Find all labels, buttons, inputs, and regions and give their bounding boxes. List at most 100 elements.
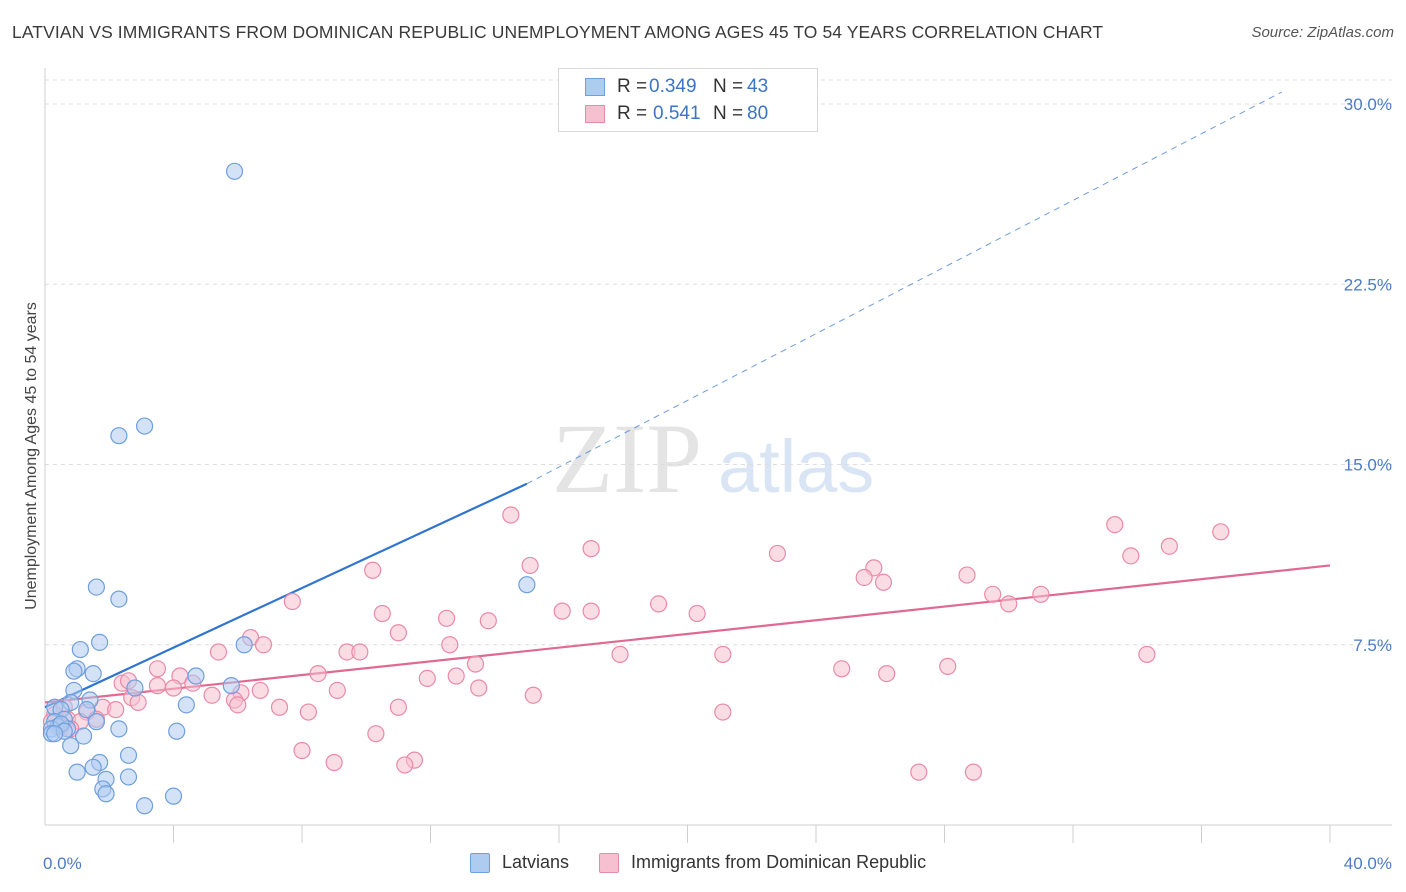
point-latvians — [135, 797, 154, 815]
legend-n-value: 43 — [747, 76, 769, 97]
point-dominican — [984, 585, 1002, 603]
point-dominican — [479, 612, 497, 630]
y-tick-label: 7.5% — [1353, 636, 1392, 655]
chart-title: LATVIAN VS IMMIGRANTS FROM DOMINICAN REP… — [12, 22, 1104, 42]
point-dominican — [229, 696, 247, 714]
point-dominican — [582, 540, 600, 558]
trendline-latvians-extension — [526, 91, 1283, 485]
x-tick-label: 0.0% — [43, 854, 82, 873]
legend-r-label: R = — [617, 103, 648, 124]
watermark-atlas: atlas — [718, 425, 874, 508]
legend-n-label: N = — [713, 103, 744, 124]
legend-swatch-dominican — [585, 105, 605, 123]
point-latvians — [84, 664, 102, 683]
point-latvians — [65, 662, 83, 680]
point-dominican — [1160, 537, 1178, 555]
point-dominican — [373, 604, 391, 623]
series-label-latvians: Latvians — [502, 852, 570, 872]
point-dominican — [688, 604, 706, 623]
point-latvians — [71, 640, 89, 659]
point-latvians — [119, 746, 138, 764]
point-latvians — [84, 758, 102, 776]
legend-row-latvians: R = 0.349 N = 43 — [585, 75, 768, 99]
point-latvians — [68, 763, 86, 781]
point-latvians — [46, 725, 64, 743]
point-dominican — [1138, 645, 1156, 663]
point-latvians — [87, 578, 106, 596]
legend-swatch-latvians — [585, 78, 605, 96]
point-dominican — [299, 703, 318, 721]
point-dominican — [958, 566, 976, 584]
point-dominican — [447, 667, 465, 685]
point-dominican — [389, 624, 407, 642]
point-dominican — [328, 681, 346, 700]
legend-r-value: 0.541 — [653, 103, 701, 124]
point-dominican — [855, 568, 873, 587]
legend-r-label: R = — [617, 76, 648, 97]
point-dominican — [874, 573, 893, 591]
series-swatch-dominican — [599, 852, 620, 873]
point-latvians — [235, 636, 253, 654]
point-dominican — [524, 686, 542, 704]
point-latvians — [97, 785, 115, 803]
stats-legend: R = 0.349 N = 43 R = 0.541 N = 80 — [558, 68, 818, 132]
point-latvians — [110, 427, 128, 445]
point-dominican — [364, 561, 382, 579]
point-dominican — [209, 643, 228, 661]
point-dominican — [325, 753, 343, 772]
point-dominican — [939, 657, 957, 675]
point-dominican — [148, 660, 167, 678]
legend-row-dominican: R = 0.541 N = 80 — [585, 102, 768, 126]
source-label: Source: ZipAtlas.com — [1251, 24, 1394, 41]
legend-n-value: 80 — [747, 103, 769, 124]
point-dominican — [1000, 595, 1018, 613]
point-dominican — [389, 698, 407, 716]
point-latvians — [62, 737, 80, 755]
point-latvians — [91, 633, 109, 651]
watermark: ZIP atlas — [552, 403, 874, 514]
series-swatch-latvians — [470, 852, 490, 873]
point-dominican — [107, 701, 125, 719]
point-dominican — [611, 645, 629, 663]
point-dominican — [878, 664, 896, 683]
point-dominican — [251, 681, 269, 700]
point-latvians — [164, 787, 183, 805]
point-dominican — [1106, 515, 1124, 534]
point-dominican — [714, 703, 732, 721]
point-latvians — [168, 722, 186, 740]
point-dominican — [283, 592, 301, 611]
point-dominican — [418, 669, 436, 688]
point-dominican — [502, 506, 520, 524]
point-latvians — [177, 696, 195, 714]
trendline-dominican — [44, 564, 1331, 704]
point-dominican — [470, 679, 488, 697]
point-dominican — [649, 595, 668, 613]
point-dominican — [1212, 523, 1230, 541]
point-dominican — [367, 725, 385, 743]
point-dominican — [437, 609, 456, 627]
point-dominican — [396, 756, 414, 774]
point-latvians — [187, 667, 205, 685]
point-dominican — [309, 664, 327, 683]
point-dominican — [1032, 585, 1050, 603]
y-axis-label: Unemployment Among Ages 45 to 54 years — [23, 302, 40, 610]
point-latvians — [222, 677, 240, 695]
point-latvians — [87, 713, 106, 731]
series-legend-latvians: Latvians — [470, 852, 569, 873]
point-dominican — [521, 556, 539, 575]
point-latvians — [110, 720, 128, 738]
point-dominican — [768, 544, 787, 563]
point-dominican — [1122, 547, 1140, 565]
point-dominican — [148, 677, 167, 695]
point-dominican — [129, 693, 147, 712]
point-dominican — [351, 643, 369, 661]
point-dominican — [203, 686, 221, 704]
point-latvians — [119, 768, 138, 786]
y-tick-label: 30.0% — [1344, 95, 1392, 114]
point-dominican — [833, 660, 851, 678]
point-dominican — [293, 741, 311, 760]
series-legend: Latvians Immigrants from Dominican Repub… — [470, 852, 956, 873]
point-latvians — [225, 162, 244, 180]
point-dominican — [441, 636, 459, 654]
